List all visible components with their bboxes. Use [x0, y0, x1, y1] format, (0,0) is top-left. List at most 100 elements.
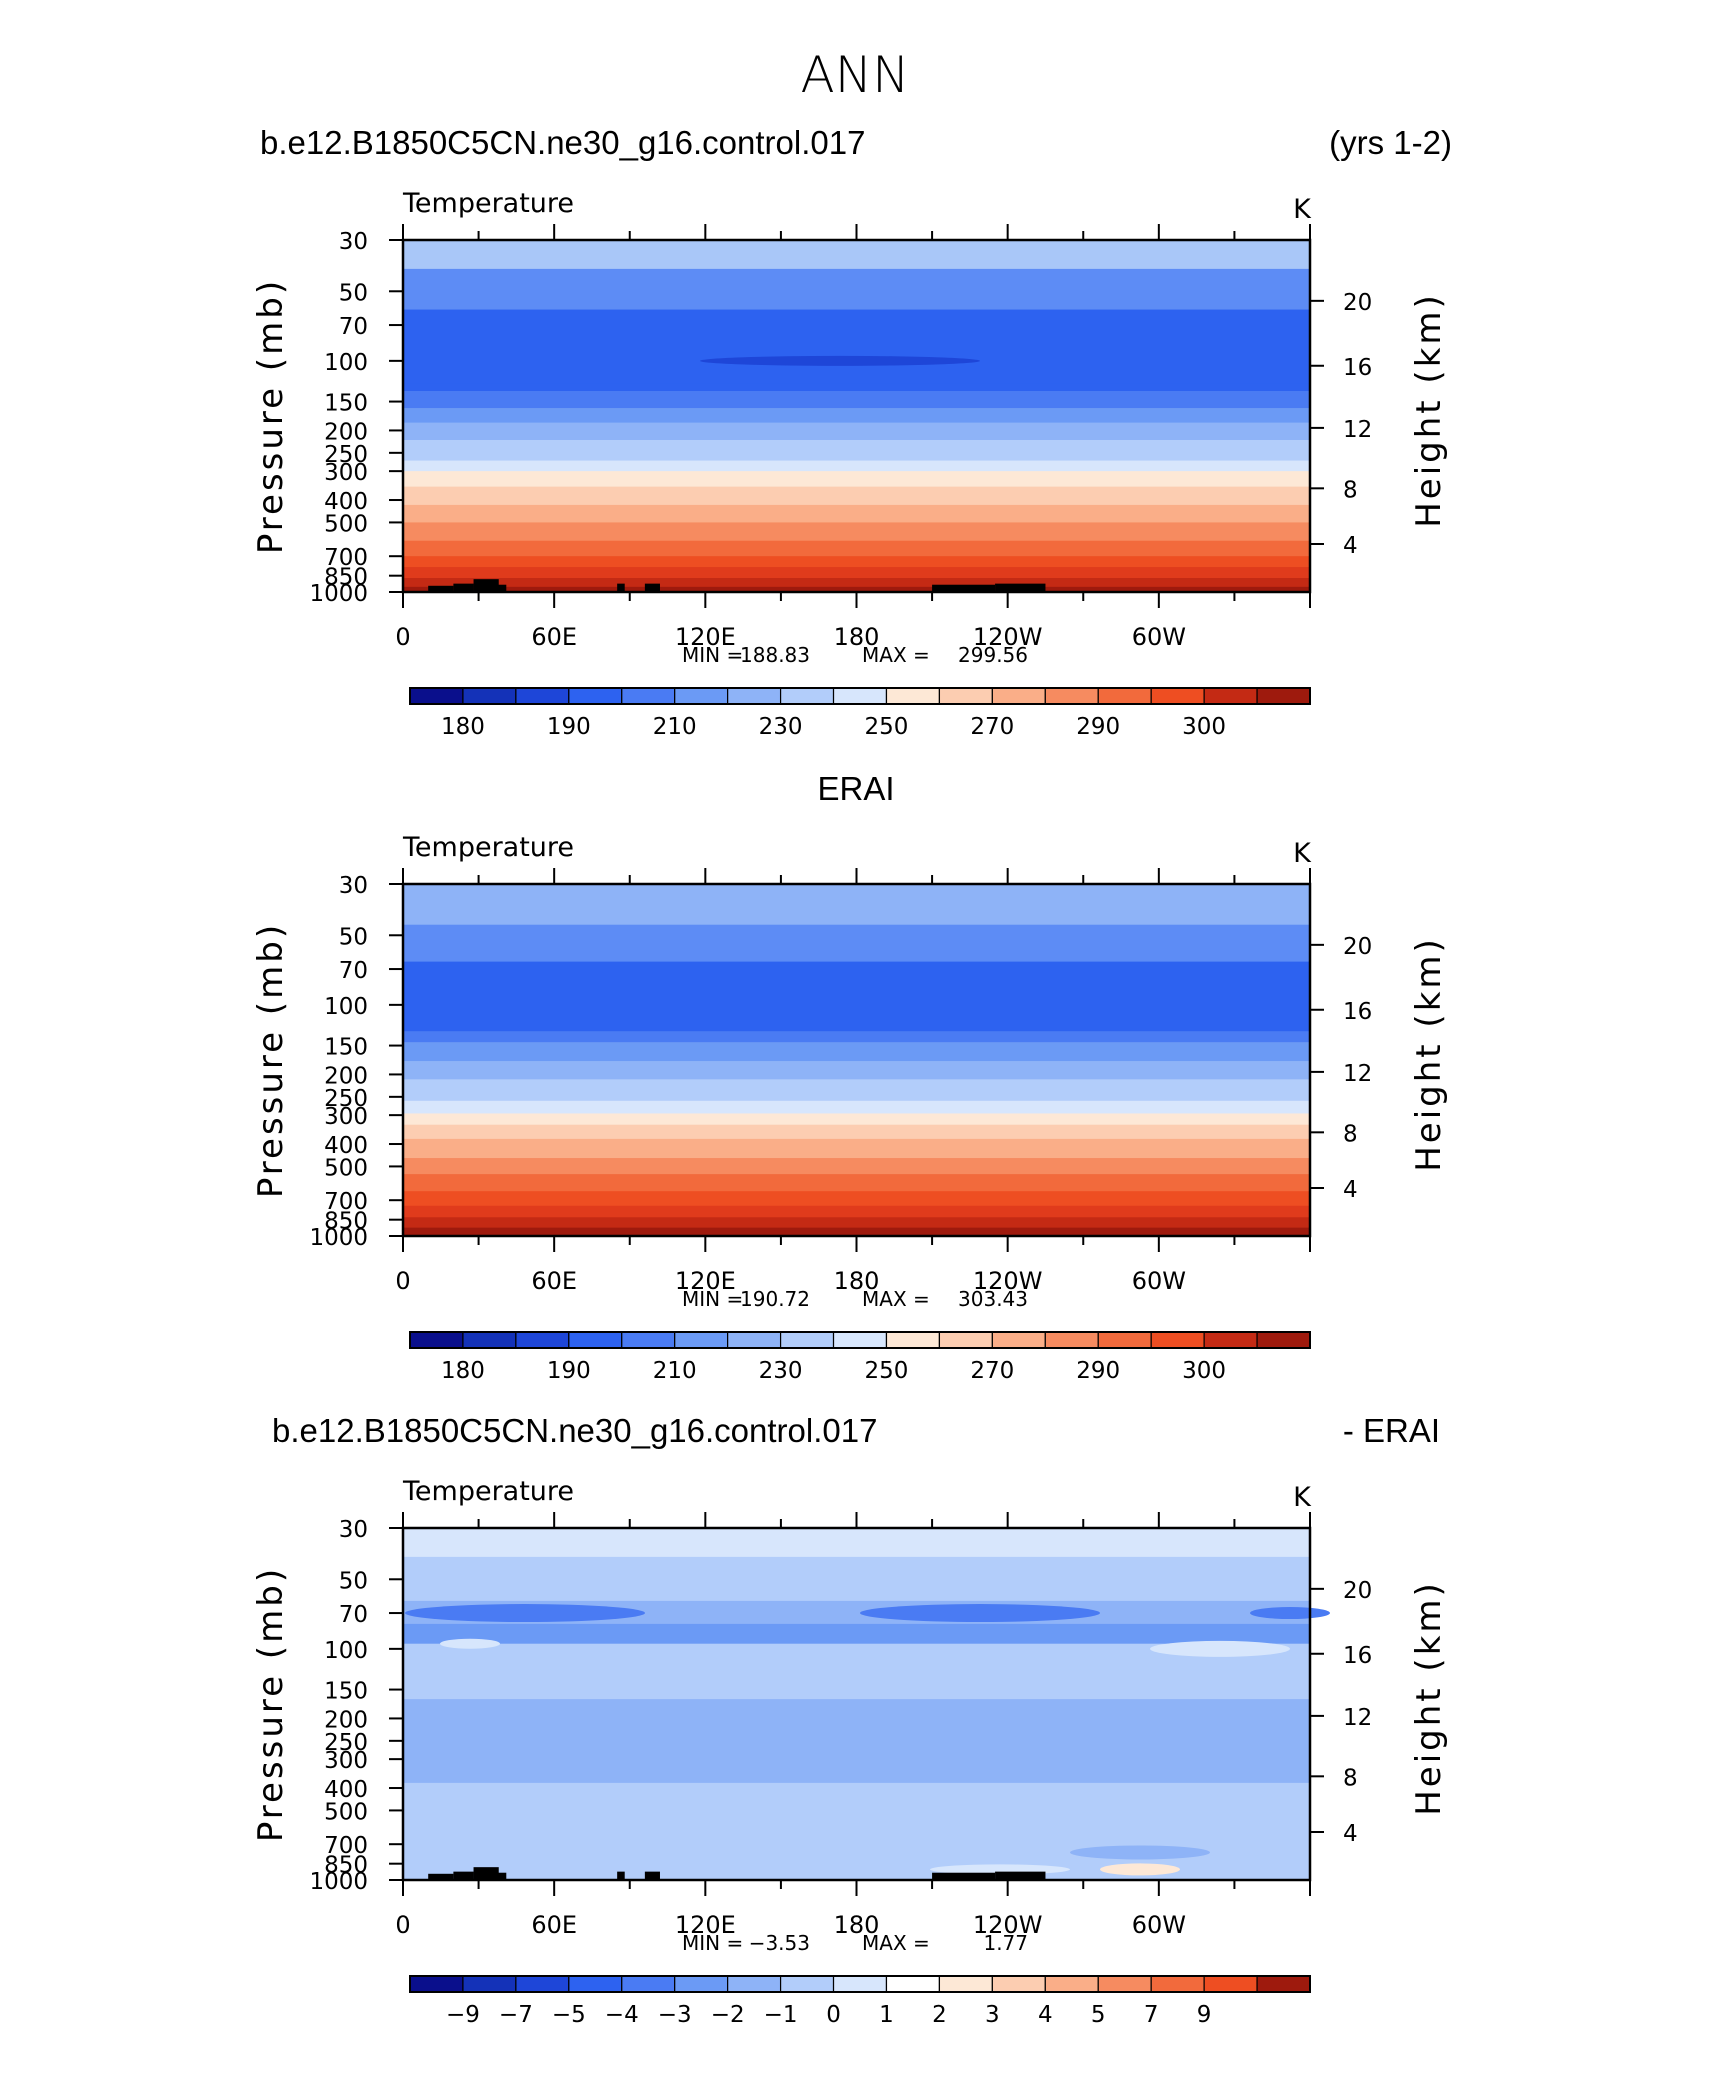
variable-label: Temperature	[402, 188, 574, 219]
colorbar-swatch	[885, 1331, 941, 1349]
colorbar-swatch	[568, 687, 623, 705]
colorbar-label: −1	[764, 2002, 798, 2028]
y2-axis-label: Height (km)	[1409, 936, 1449, 1172]
x-tick-label: 180	[834, 1911, 880, 1939]
y2-tick-label: 20	[1343, 934, 1372, 960]
y-tick-label: 400	[324, 1777, 368, 1803]
colorbar-label: 300	[1182, 1358, 1226, 1384]
contour-band	[403, 422, 1310, 441]
colorbar-swatch	[462, 1975, 517, 1993]
colorbar-label: −2	[711, 2002, 745, 2028]
colorbar-swatch	[938, 1975, 993, 1993]
contour-band	[403, 504, 1310, 524]
panel-heading-left: b.e12.B1850C5CN.ne30_g16.control.017	[260, 124, 865, 161]
topography-mask	[644, 1871, 660, 1880]
colorbar-label: 190	[547, 714, 591, 740]
colorbar-swatch	[1150, 1331, 1205, 1349]
colorbar-swatch	[1256, 1331, 1311, 1349]
colorbar-swatch	[1044, 1975, 1099, 1993]
y-tick-label: 50	[339, 924, 368, 950]
contour-band	[403, 383, 1310, 392]
units-label: K	[1293, 1482, 1312, 1513]
topography-mask	[428, 585, 454, 592]
min-value: 190.72	[740, 1287, 810, 1311]
colorbar-label: −3	[658, 2002, 692, 2028]
x-tick-label: 120E	[675, 623, 736, 651]
x-tick-label: 180	[834, 1267, 880, 1295]
y-tick-label: 150	[324, 391, 368, 417]
min-label: MIN =	[682, 643, 743, 667]
colorbar-swatch	[674, 687, 729, 705]
min-label: MIN =	[682, 1287, 743, 1311]
panel-heading-right: (yrs 1-2)	[1329, 124, 1452, 161]
x-tick-label: 60E	[531, 1267, 577, 1295]
colorbar-label: 290	[1076, 1358, 1120, 1384]
colorbar-label: 250	[865, 1358, 909, 1384]
colorbar-label: 270	[970, 714, 1014, 740]
colorbar-label: −9	[446, 2002, 480, 2028]
colorbar-swatch	[1150, 687, 1205, 705]
contour-band	[403, 1100, 1310, 1115]
x-tick-label: 120E	[675, 1267, 736, 1295]
cold-core-contour	[700, 355, 980, 366]
colorbar-swatch	[991, 1331, 1046, 1349]
y-tick-label: 400	[324, 1133, 368, 1159]
colorbar-label: 180	[441, 714, 485, 740]
contour-band	[403, 522, 1310, 542]
contour-band	[403, 309, 1310, 384]
y-tick-label: 1000	[309, 1869, 368, 1895]
colorbar-swatch	[462, 687, 517, 705]
contour-band	[403, 1782, 1310, 1881]
contour-band	[403, 1124, 1310, 1140]
colorbar-swatch	[1203, 687, 1258, 705]
contour-band	[403, 460, 1310, 472]
colorbar-swatch	[991, 687, 1046, 705]
y2-tick-label: 20	[1343, 1578, 1372, 1604]
y-tick-label: 50	[339, 280, 368, 306]
x-tick-label: 0	[395, 1911, 410, 1939]
contour-band	[403, 1699, 1310, 1784]
y2-tick-label: 4	[1343, 533, 1358, 559]
colorbar-swatch	[621, 687, 676, 705]
contour-band	[403, 1158, 1310, 1175]
contour-band	[403, 1556, 1310, 1602]
contour-band	[403, 1031, 1310, 1043]
topography-mask	[453, 1871, 474, 1880]
y-tick-label: 700	[324, 1189, 368, 1215]
y-tick-label: 300	[324, 460, 368, 486]
colorbar-swatch	[832, 1975, 888, 1993]
contour-band	[403, 1600, 1310, 1625]
topography-mask	[617, 1871, 625, 1880]
max-value: 299.56	[958, 643, 1028, 667]
min-label: MIN =	[682, 1931, 743, 1955]
colorbar-swatch	[568, 1331, 623, 1349]
contour-band	[403, 556, 1310, 568]
colorbar-label: 300	[1182, 714, 1226, 740]
colorbar-swatch	[779, 1331, 835, 1349]
colorbar-frame	[409, 687, 1311, 705]
y-tick-label: 500	[324, 511, 368, 537]
diff-contour	[1070, 1845, 1210, 1860]
contour-band	[403, 1623, 1310, 1645]
colorbar-frame	[409, 1331, 1311, 1349]
y-tick-label: 70	[339, 1602, 368, 1628]
x-tick-label: 60W	[1132, 1267, 1186, 1295]
y-axis-label: Pressure (mb)	[251, 1566, 291, 1842]
colorbar-swatch	[621, 1331, 676, 1349]
y2-axis-label: Height (km)	[1409, 292, 1449, 528]
diff-contour	[440, 1638, 500, 1649]
x-tick-label: 0	[395, 1267, 410, 1295]
max-value: 1.77	[983, 1931, 1028, 1955]
y-tick-label: 100	[324, 994, 368, 1020]
contour-band	[403, 486, 1310, 506]
max-label: MAX =	[862, 643, 930, 667]
colorbar-label: −5	[552, 2002, 586, 2028]
topography-mask	[932, 584, 996, 592]
y-tick-label: 850	[324, 1209, 368, 1235]
colorbar-label: 0	[826, 2002, 841, 2028]
diff-contour	[1100, 1863, 1180, 1876]
colorbar-swatch	[779, 687, 835, 705]
x-tick-label: 120W	[973, 623, 1043, 651]
y2-tick-label: 16	[1343, 999, 1372, 1025]
